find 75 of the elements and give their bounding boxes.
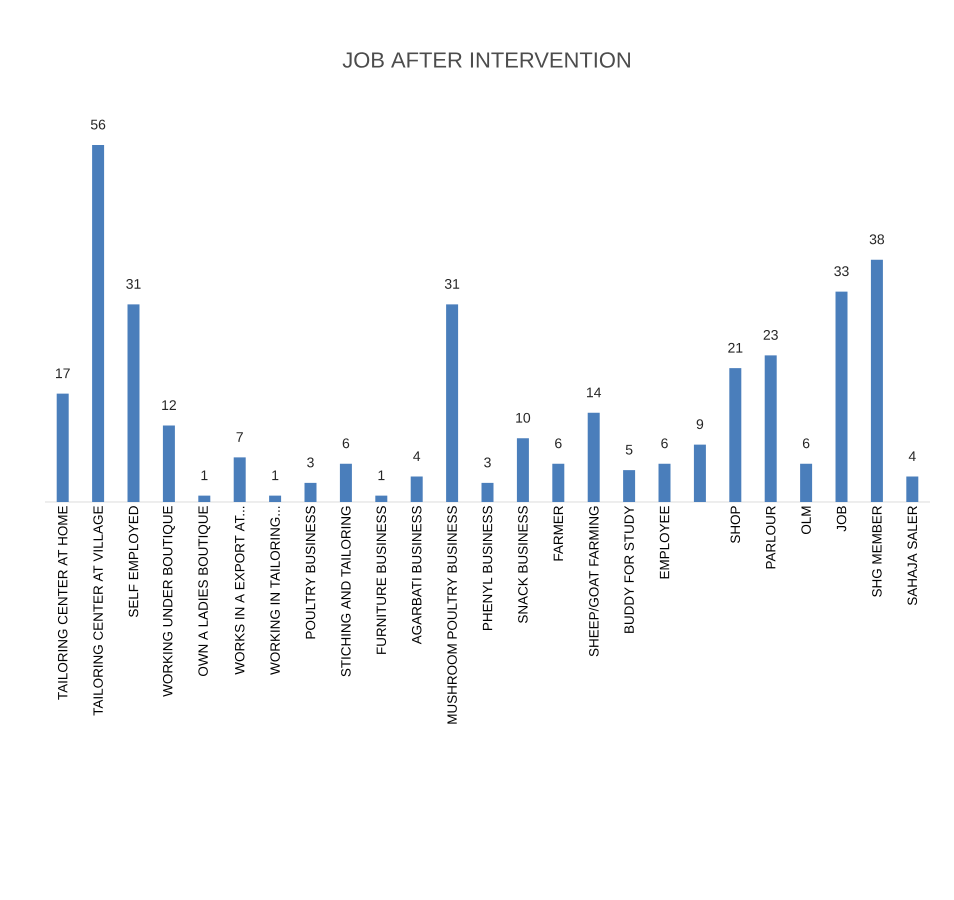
data-label: 56 bbox=[90, 120, 106, 130]
x-tick-label: BUDDY FOR STUDY bbox=[624, 506, 634, 633]
data-label: 31 bbox=[444, 278, 460, 289]
data-label: 23 bbox=[764, 330, 778, 340]
x-tick-label: SAHAJA SALER bbox=[908, 506, 918, 606]
bar bbox=[729, 368, 742, 502]
bar bbox=[482, 482, 494, 502]
bar bbox=[588, 412, 600, 502]
data-label: 4 bbox=[413, 451, 420, 461]
data-label: 7 bbox=[236, 432, 243, 442]
bar bbox=[375, 496, 388, 502]
data-label: 3 bbox=[307, 457, 314, 468]
bar bbox=[623, 470, 636, 502]
data-label: 6 bbox=[661, 438, 668, 448]
data-label: 1 bbox=[272, 470, 278, 480]
bar bbox=[269, 496, 282, 502]
chart-title: JOB AFTER INTERVENTION bbox=[342, 52, 630, 68]
bar bbox=[552, 464, 564, 502]
data-label: 5 bbox=[626, 444, 632, 455]
data-label: 6 bbox=[342, 438, 350, 448]
bar bbox=[870, 260, 883, 502]
bar bbox=[658, 464, 671, 502]
bar bbox=[800, 464, 812, 502]
x-tick-label: FURNITURE BUSINESS bbox=[376, 506, 386, 654]
bar bbox=[446, 304, 458, 502]
bar bbox=[162, 426, 175, 502]
data-label: 6 bbox=[555, 438, 562, 448]
x-tick-label: EMPLOYEE bbox=[660, 506, 670, 578]
x-tick-label: AGARBATI BUSINESS bbox=[412, 506, 422, 644]
data-label: 3 bbox=[484, 457, 491, 468]
data-label: 9 bbox=[696, 419, 704, 430]
x-tick-label: SHG MEMBER bbox=[872, 506, 882, 597]
x-tick-label: SNACK BUSINESS bbox=[518, 506, 528, 623]
bar bbox=[836, 292, 848, 502]
x-tick-label: WORKS IN A EXPORT AT... bbox=[234, 506, 244, 675]
data-label: 14 bbox=[587, 388, 602, 398]
data-label: 6 bbox=[802, 438, 810, 448]
x-tick-label: WORKING IN TAILORING... bbox=[270, 506, 280, 675]
bar bbox=[304, 482, 317, 502]
data-label: 12 bbox=[162, 400, 176, 410]
bar bbox=[340, 464, 352, 502]
x-tick-label: SHEEP/GOAT FARMING bbox=[588, 506, 599, 656]
x-tick-label: OLM bbox=[801, 506, 811, 534]
bar bbox=[234, 457, 246, 502]
x-tick-label: POULTRY BUSINESS bbox=[306, 506, 316, 638]
data-label: 33 bbox=[834, 266, 849, 276]
data-label: 10 bbox=[516, 412, 530, 423]
x-tick-label: SELF EMPLOYED bbox=[128, 506, 138, 618]
data-label: 21 bbox=[728, 342, 742, 353]
x-tick-label: JOB bbox=[836, 506, 846, 532]
bar bbox=[694, 444, 706, 502]
data-label: 1 bbox=[201, 470, 208, 480]
x-tick-label: SHOP bbox=[730, 506, 740, 544]
data-label: 38 bbox=[870, 234, 884, 244]
x-tick-label: STICHING AND TAILORING bbox=[341, 506, 351, 677]
x-tick-label: WORKING UNDER BOUTIQUE bbox=[162, 506, 175, 697]
x-tick-label: TAILORING CENTER AT HOME bbox=[58, 506, 68, 700]
x-tick-label: FARMER bbox=[554, 506, 563, 560]
x-tick-label: OWN A LADIES BOUTIQUE bbox=[198, 506, 210, 676]
data-label: 31 bbox=[126, 278, 141, 289]
bar bbox=[56, 394, 69, 502]
bar bbox=[410, 476, 423, 502]
x-tick-label: PHENYL BUSINESS bbox=[482, 506, 492, 630]
bar bbox=[128, 304, 140, 502]
bar bbox=[516, 438, 529, 502]
data-label: 17 bbox=[56, 368, 70, 378]
data-label: 4 bbox=[908, 451, 916, 461]
bar bbox=[198, 496, 210, 502]
bar bbox=[906, 476, 918, 502]
x-tick-label: MUSHROOM POULTRY BUSINESS bbox=[447, 506, 457, 724]
x-tick-label: PARLOUR bbox=[766, 506, 776, 568]
bar bbox=[92, 145, 104, 502]
x-tick-label: TAILORING CENTER AT VILLAGE bbox=[93, 506, 103, 716]
data-label: 1 bbox=[378, 470, 385, 480]
bar bbox=[764, 355, 777, 502]
